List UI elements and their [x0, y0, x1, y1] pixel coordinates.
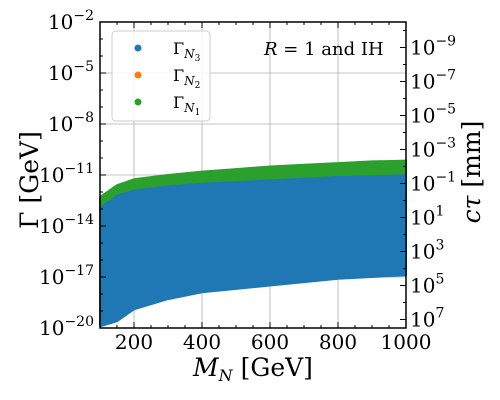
- y2-tick-label: 10−1: [410, 170, 456, 196]
- legend-marker-gamma-n2: [134, 71, 142, 79]
- y2-tick-label: 105: [410, 272, 444, 298]
- y-tick-label: 10−2: [48, 8, 94, 34]
- y-axis-ticks: 10−20 10−17 10−14 10−11 10−8 10−5 10−2: [39, 8, 106, 340]
- y-tick-label: 10−20: [39, 314, 94, 340]
- y-axis-label: Γ [GeV]: [15, 131, 44, 229]
- y2-axis-ticks: 10−9 10−7 10−5 10−3 10−1 101 103 105 107: [400, 30, 456, 332]
- x-axis-label: MN [GeV]: [192, 353, 313, 385]
- x-tick-label: 400: [183, 330, 221, 354]
- x-tick-label: 1000: [381, 330, 432, 354]
- x-tick-label: 600: [251, 330, 289, 354]
- data-marks: [99, 159, 407, 328]
- y-tick-label: 10−11: [39, 161, 94, 187]
- x-tick-label: 200: [115, 330, 153, 354]
- y2-tick-label: 101: [410, 204, 444, 230]
- series-band-gamma-n3: [99, 172, 407, 328]
- legend-box: [111, 30, 211, 122]
- y-tick-label: 10−8: [48, 110, 94, 136]
- legend-label-gamma-n2: ΓN2: [173, 66, 200, 91]
- legend-marker-gamma-n1: [134, 98, 142, 106]
- y2-tick-label: 10−7: [410, 68, 456, 94]
- x-tick-label: 800: [319, 330, 357, 354]
- legend-label-gamma-n3: ΓN3: [173, 39, 201, 64]
- y2-axis-label: cτ [mm]: [457, 121, 486, 224]
- x-axis-ticks: 200 400 600 800 1000: [99, 22, 432, 354]
- y2-tick-label: 107: [410, 306, 444, 332]
- y2-tick-label: 10−5: [410, 102, 456, 128]
- y2-tick-label: 103: [410, 238, 444, 264]
- annotation-text: R = 1 and IH: [263, 39, 384, 60]
- y2-tick-label: 10−9: [410, 34, 456, 60]
- y-tick-label: 10−17: [39, 263, 94, 289]
- legend-label-gamma-n1: ΓN1: [173, 93, 200, 118]
- y2-tick-label: 10−3: [410, 136, 456, 162]
- y-tick-label: 10−14: [39, 212, 94, 238]
- legend-marker-gamma-n3: [134, 44, 142, 52]
- y-tick-label: 10−5: [48, 59, 94, 85]
